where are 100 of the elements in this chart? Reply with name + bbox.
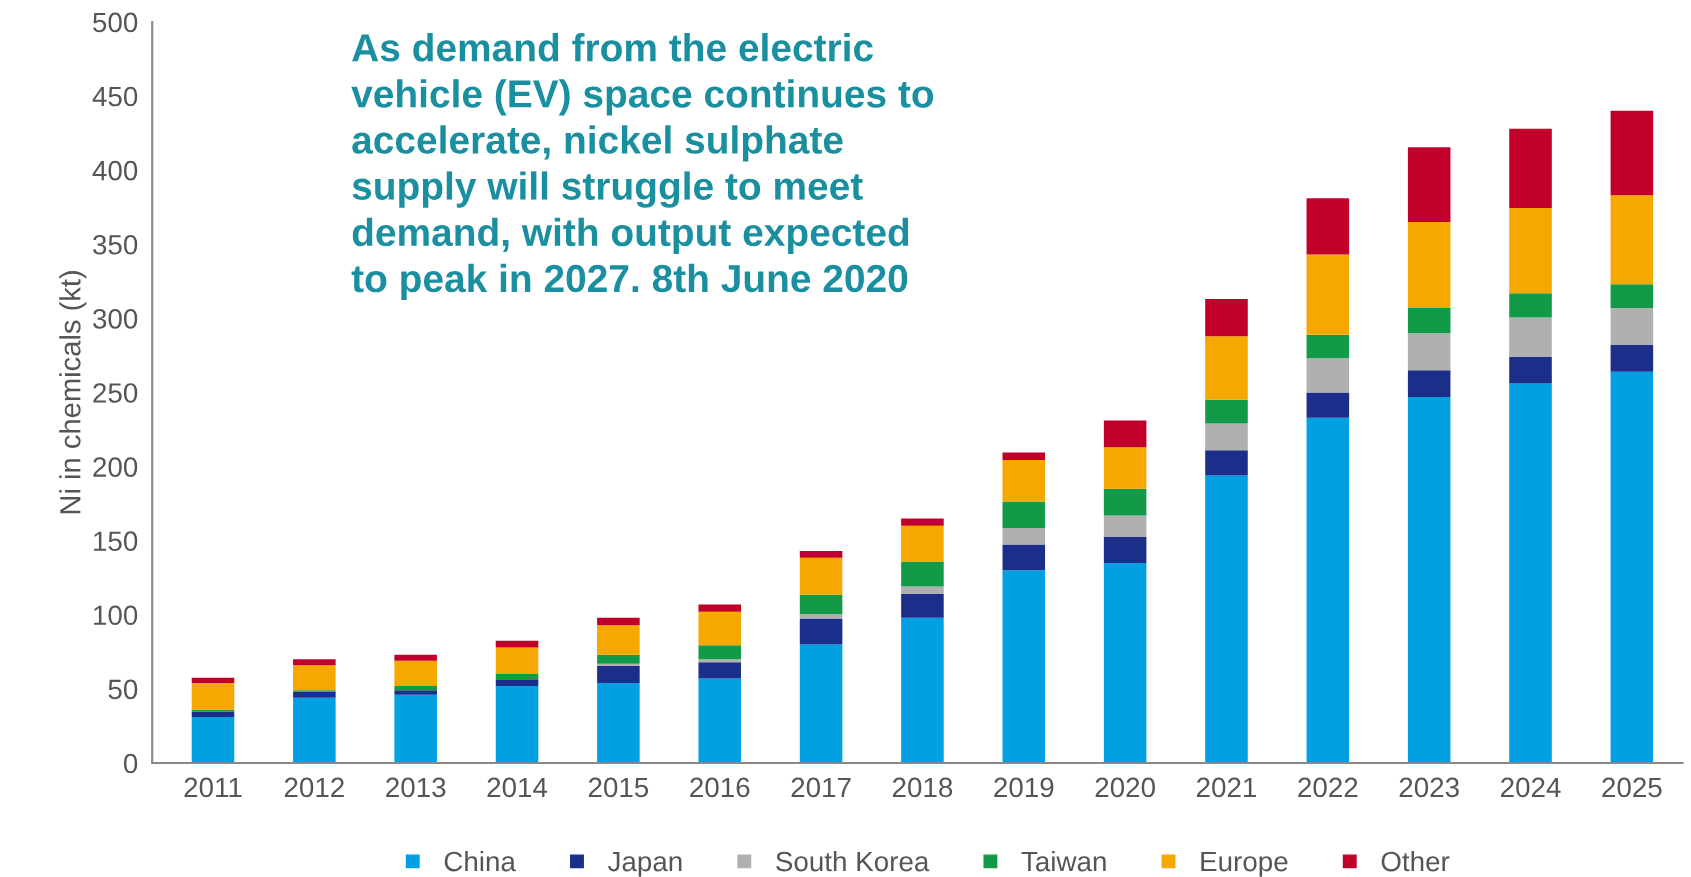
x-tick-label: 2016 bbox=[690, 777, 750, 798]
bar bbox=[1610, 307, 1654, 346]
bar bbox=[597, 682, 640, 763]
bar bbox=[293, 697, 336, 763]
bar bbox=[191, 717, 235, 763]
bar bbox=[1407, 147, 1451, 223]
bar bbox=[1103, 488, 1147, 516]
bar bbox=[597, 665, 640, 683]
y-tick-label: 250 bbox=[93, 383, 138, 403]
bar bbox=[597, 625, 640, 655]
y-axis-title: Ni in chemicals (kt) bbox=[59, 271, 87, 514]
bar bbox=[698, 611, 742, 646]
x-tick-label: 2015 bbox=[588, 777, 649, 798]
bar bbox=[394, 685, 437, 691]
bar bbox=[495, 679, 539, 686]
x-tick-label: 2013 bbox=[386, 777, 446, 798]
x-tick-label: 2014 bbox=[487, 777, 548, 798]
bar bbox=[1002, 570, 1046, 763]
legend-label: Japan bbox=[607, 852, 682, 877]
x-tick-label: 2012 bbox=[284, 777, 344, 798]
bar bbox=[1002, 501, 1046, 529]
bar bbox=[1306, 198, 1350, 255]
bar bbox=[698, 678, 742, 763]
bar bbox=[1407, 333, 1451, 371]
bar bbox=[1407, 396, 1451, 763]
bar bbox=[1407, 370, 1451, 397]
bar bbox=[901, 561, 944, 587]
bar bbox=[1103, 562, 1147, 763]
text: As demand from the electric vehicle (EV) space continues to accelerate, nickel sulphate supply will struggle to meet demand, with output expected to peak in 2027. 8th June 2020 bbox=[351, 33, 934, 301]
bar bbox=[1306, 417, 1350, 763]
bar bbox=[1205, 423, 1248, 451]
bar bbox=[597, 654, 640, 664]
legend-label: Taiwan bbox=[1021, 850, 1106, 872]
bar bbox=[901, 518, 944, 526]
bar bbox=[1002, 459, 1046, 502]
bar bbox=[1306, 334, 1350, 359]
y-tick-label: 500 bbox=[93, 12, 138, 33]
bar bbox=[1103, 447, 1147, 489]
legend-label: Europe bbox=[1201, 852, 1288, 877]
bar bbox=[1509, 383, 1552, 763]
x-tick-label: 2024 bbox=[1501, 777, 1561, 798]
bar bbox=[1002, 544, 1046, 571]
bar bbox=[394, 660, 437, 686]
bar bbox=[597, 617, 640, 626]
bar bbox=[1610, 345, 1654, 372]
bar bbox=[698, 662, 742, 679]
legend-label: China bbox=[444, 850, 516, 872]
bar bbox=[698, 604, 742, 612]
y-tick-label: 300 bbox=[93, 309, 138, 329]
bar bbox=[394, 690, 437, 695]
y-tick-label: 400 bbox=[92, 160, 138, 181]
bar bbox=[901, 586, 944, 595]
bar bbox=[191, 682, 235, 710]
bar bbox=[901, 617, 944, 763]
x-tick-label: 2022 bbox=[1298, 777, 1358, 798]
bar bbox=[799, 644, 843, 763]
bar bbox=[1002, 528, 1046, 545]
bar bbox=[1509, 128, 1552, 208]
bar bbox=[1610, 110, 1654, 196]
bar bbox=[293, 665, 336, 691]
bar bbox=[1205, 475, 1248, 763]
bar bbox=[495, 674, 539, 680]
y-tick-label: 200 bbox=[93, 457, 138, 477]
bar bbox=[1205, 399, 1248, 424]
bar bbox=[394, 694, 437, 763]
x-tick-label: 2025 bbox=[1602, 777, 1662, 798]
bar bbox=[293, 691, 336, 698]
y-tick-label: 350 bbox=[93, 234, 138, 255]
bar bbox=[597, 663, 640, 666]
bar bbox=[1002, 452, 1046, 460]
y-tick-label: 100 bbox=[94, 605, 138, 626]
bar bbox=[495, 685, 539, 763]
bar bbox=[495, 647, 539, 675]
bar bbox=[1205, 299, 1248, 337]
bar bbox=[1407, 307, 1451, 334]
bar bbox=[1103, 515, 1147, 537]
bar bbox=[1103, 420, 1147, 448]
bar bbox=[394, 654, 437, 661]
bar bbox=[1610, 371, 1654, 763]
x-tick-label: 2018 bbox=[892, 777, 953, 798]
bar bbox=[901, 594, 944, 618]
bar bbox=[698, 659, 742, 663]
bar bbox=[191, 711, 235, 718]
bar bbox=[1306, 392, 1350, 418]
bar bbox=[293, 659, 336, 666]
bar bbox=[698, 645, 742, 660]
bar bbox=[1509, 317, 1552, 357]
bar bbox=[1509, 293, 1552, 318]
legend-label: Other bbox=[1381, 850, 1450, 872]
bar bbox=[799, 594, 843, 615]
bar bbox=[799, 618, 843, 645]
x-tick-label: 2011 bbox=[184, 777, 242, 798]
bar bbox=[1509, 207, 1552, 294]
bar bbox=[1610, 195, 1654, 285]
y-tick-label: 150 bbox=[94, 531, 138, 552]
y-tick-label: 50 bbox=[108, 679, 138, 700]
bar bbox=[1407, 222, 1451, 308]
x-tick-label: 2017 bbox=[791, 777, 851, 798]
x-tick-label: 2019 bbox=[994, 777, 1054, 798]
bar bbox=[799, 557, 843, 595]
